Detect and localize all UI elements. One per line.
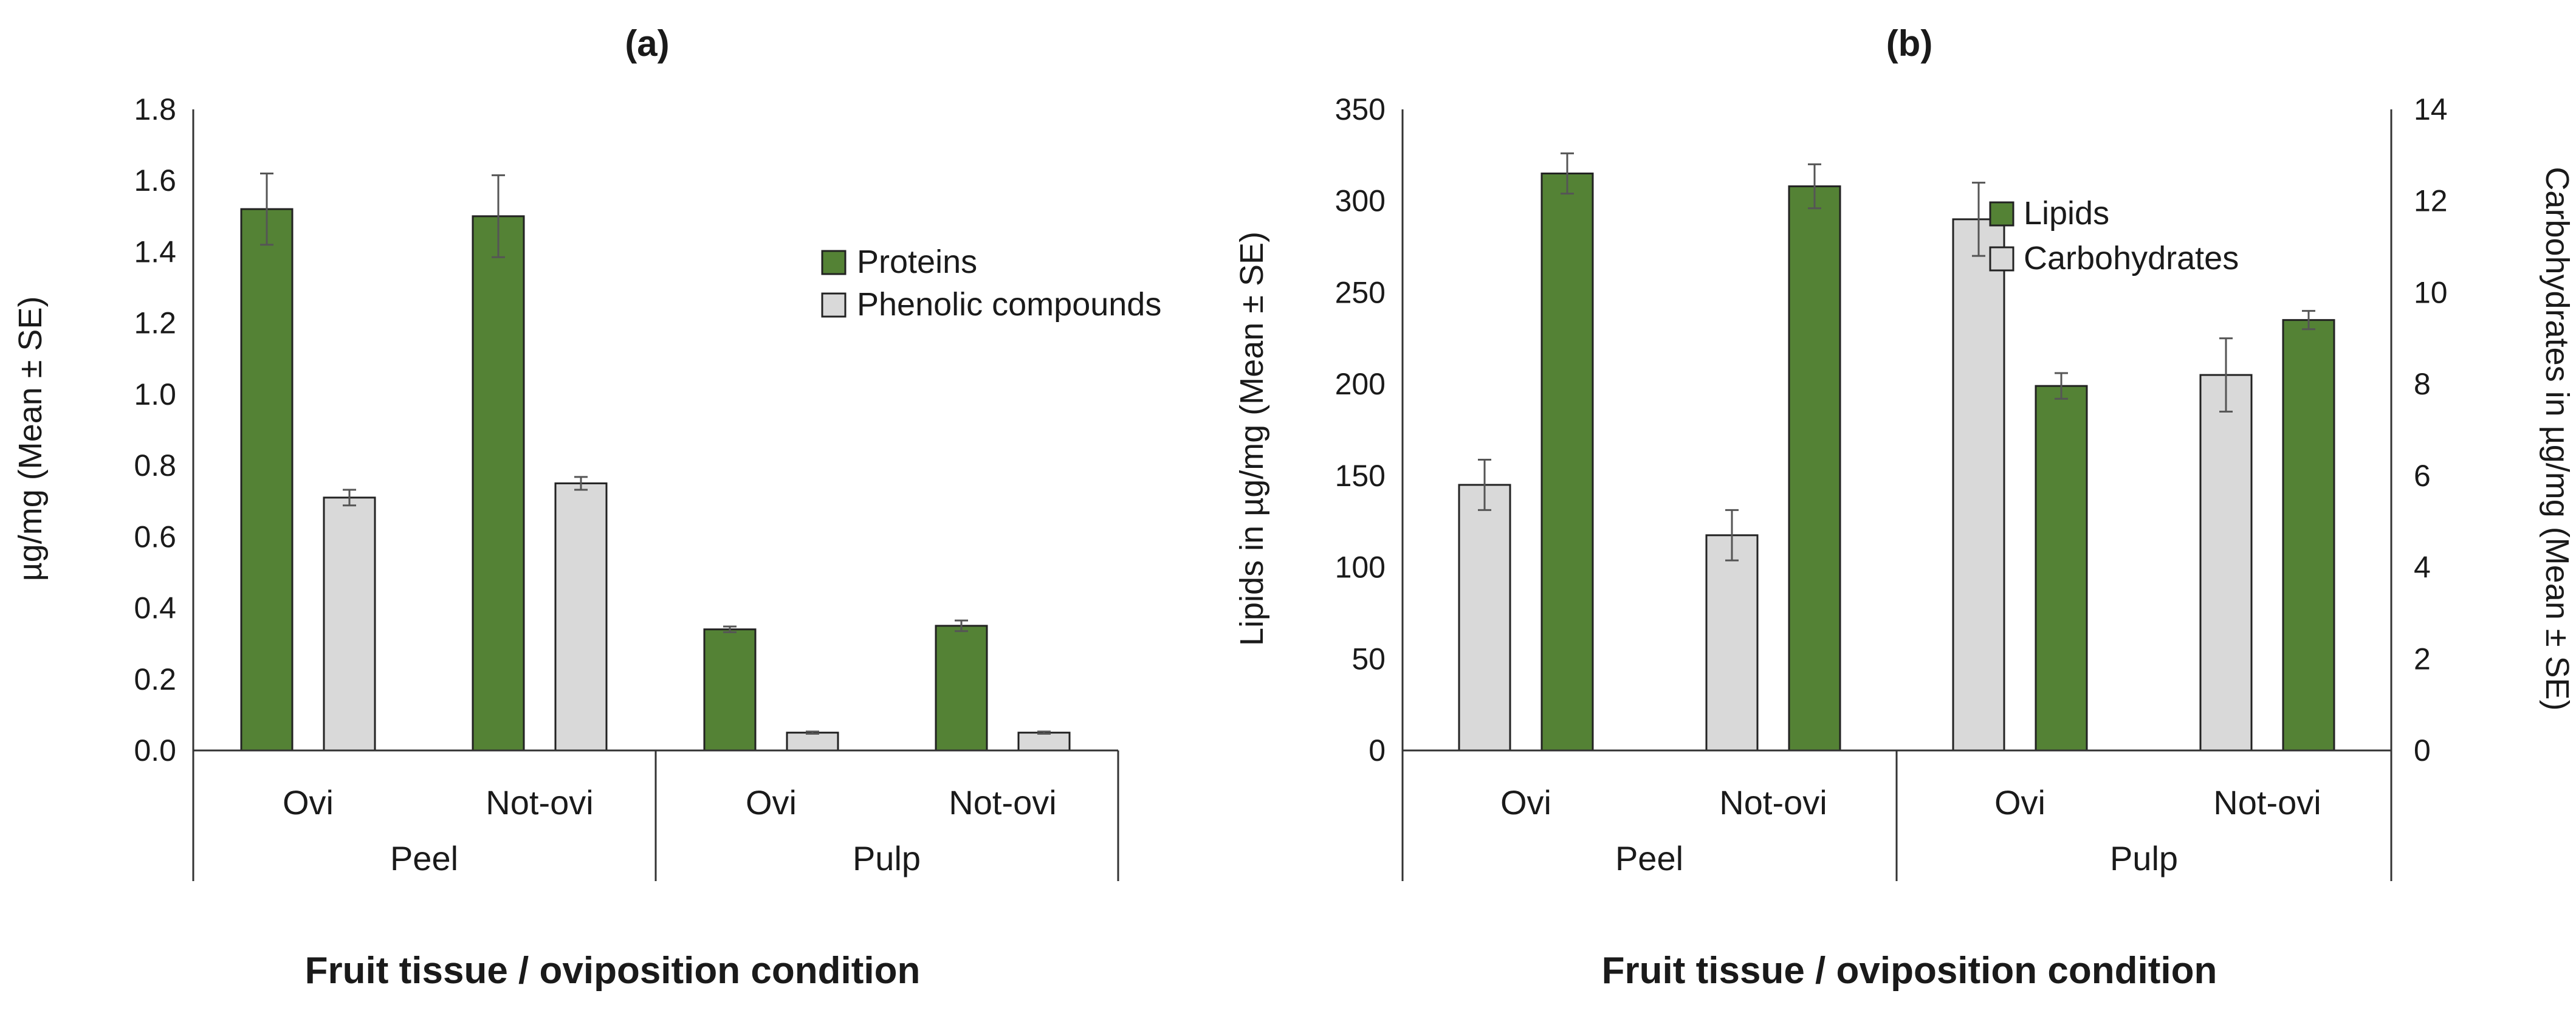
- panel-b-y-axis-title: Lipids in µg/mg (Mean ± SE): [1234, 232, 1270, 646]
- panel-a-y-tick-4: 0.8: [134, 448, 176, 482]
- panel-b-y-tick-labels: 0 50 100 150 200 250 300 350: [1335, 92, 1386, 767]
- panel-b-category-3: Ovi: [1994, 783, 2045, 822]
- panel-b-bar-lipids-3-error-bar: [2055, 372, 2068, 400]
- panel-a-y-tick-6: 1.2: [134, 306, 176, 340]
- panel-b-legend: Lipids Carbohydrates: [1989, 195, 2239, 276]
- panel-a-bar-proteins-1: [240, 208, 294, 752]
- panel-a-bar-proteins-3: [703, 628, 757, 752]
- panel-b-y2-tick-5: 10: [2414, 275, 2448, 309]
- panel-a-y-tick-3: 0.6: [134, 520, 176, 554]
- panel-b-y2-tick-7: 14: [2414, 92, 2448, 126]
- panel-b-bar-carbohydrates-3-error-bar: [1972, 182, 1985, 257]
- panel-b-x-axis-title: Fruit tissue / oviposition condition: [1602, 950, 2217, 992]
- panel-b: (b) Lipids in µg/mg (Mean ± SE) Carbohyd…: [1234, 23, 2575, 992]
- panel-a-title: (a): [625, 23, 669, 64]
- panel-b-y-tick-4: 200: [1335, 367, 1386, 401]
- panel-a-bar-phenolic-4: [1017, 732, 1071, 752]
- panel-b-category-2: Not-ovi: [1719, 783, 1827, 822]
- panel-a-category-2: Not-ovi: [486, 783, 593, 822]
- panel-b-y-tick-0: 0: [1369, 733, 1386, 767]
- panel-b-y2-tick-labels: 0 2 4 6 8 10 12 14: [2414, 92, 2448, 767]
- panel-a-bar-proteins-4: [935, 625, 988, 752]
- panel-a-y-tick-labels: 0.0 0.2 0.4 0.6 0.8 1.0 1.2 1.4 1.6 1.8: [134, 92, 176, 767]
- panel-a-bar-proteins-3-error-bar: [723, 625, 737, 633]
- panel-b-y2-tick-4: 8: [2414, 367, 2431, 401]
- panel-b-group-peel: Peel: [1615, 839, 1683, 877]
- panel-a-bar-proteins-2: [472, 215, 525, 752]
- panel-a-bar-proteins-2-error-bar: [492, 174, 505, 258]
- panel-a-legend-label-phenolic: Phenolic compounds: [857, 286, 1161, 323]
- panel-a-category-4: Not-ovi: [949, 783, 1056, 822]
- panel-a-legend-label-proteins: Proteins: [857, 244, 977, 280]
- panel-a-bar-proteins-4-error-bar: [955, 619, 968, 633]
- panel-a-x-axis-title: Fruit tissue / oviposition condition: [305, 950, 921, 992]
- panel-b-bar-lipids-1: [1540, 173, 1594, 752]
- panel-b-bar-carbohydrates-3: [1952, 218, 2005, 752]
- panel-b-y-tick-1: 50: [1352, 642, 1386, 676]
- panel-b-bar-lipids-2: [1788, 185, 1841, 752]
- panel-b-y-tick-3: 150: [1335, 459, 1386, 493]
- panel-a-legend: Proteins Phenolic compounds: [821, 244, 1161, 323]
- panel-b-legend-label-lipids: Lipids: [2024, 195, 2109, 232]
- panel-b-y2-tick-0: 0: [2414, 733, 2431, 767]
- panel-b-y2-tick-1: 2: [2414, 642, 2431, 676]
- panel-b-legend-swatch-lipids: [1989, 201, 2014, 227]
- panel-b-y2-tick-6: 12: [2414, 184, 2448, 218]
- panel-a-bar-phenolic-4-error-bar: [1037, 730, 1051, 735]
- panel-b-legend-swatch-carbohydrates: [1989, 246, 2014, 272]
- panel-a-category-1: Ovi: [283, 783, 334, 822]
- panel-a-y-tick-1: 0.2: [134, 662, 176, 696]
- panel-b-bar-lipids-2-error-bar: [1808, 163, 1821, 210]
- panel-a-y-axis-title: µg/mg (Mean ± SE): [12, 297, 49, 582]
- panel-b-title: (b): [1886, 23, 1933, 64]
- panel-b-bar-carbohydrates-4-error-bar: [2219, 337, 2233, 413]
- panel-b-axes: [1401, 109, 2392, 881]
- panel-a-group-pulp: Pulp: [853, 839, 921, 877]
- panel-b-bar-carbohydrates-2: [1705, 534, 1759, 752]
- panel-b-bar-lipids-4-error-bar: [2302, 310, 2315, 331]
- panel-b-category-1: Ovi: [1500, 783, 1551, 822]
- panel-b-bar-carbohydrates-1: [1458, 484, 1511, 752]
- panel-a-bar-proteins-1-error-bar: [260, 173, 273, 246]
- panel-a-bar-phenolic-2-error-bar: [574, 476, 588, 491]
- panel-b-legend-label-carbohydrates: Carbohydrates: [2024, 240, 2239, 276]
- panel-a-y-tick-5: 1.0: [134, 377, 176, 411]
- panel-b-y-tick-2: 100: [1335, 551, 1386, 585]
- panel-b-y-tick-5: 250: [1335, 275, 1386, 309]
- panel-a: (a) µg/mg (Mean ± SE) 0.0 0.2 0.4 0.6 0.8 1.0…: [12, 23, 1161, 992]
- panel-b-bar-lipids-3: [2035, 385, 2088, 752]
- panel-a-group-peel: Peel: [390, 839, 458, 877]
- panel-b-bar-carbohydrates-4: [2199, 374, 2253, 752]
- panel-a-y-tick-0: 0.0: [134, 733, 176, 767]
- panel-a-bar-phenolic-1-error-bar: [343, 489, 356, 507]
- panel-a-axes: [192, 109, 1119, 881]
- panel-b-bar-carbohydrates-1-error-bar: [1478, 458, 1491, 511]
- panel-b-y2-tick-3: 6: [2414, 459, 2431, 493]
- panel-a-y-tick-2: 0.4: [134, 591, 176, 625]
- panel-b-y2-axis-title: Carbohydrates in µg/mg (Mean ± SE): [2539, 166, 2575, 710]
- panel-a-bar-phenolic-3: [786, 732, 839, 752]
- panel-b-bar-carbohydrates-2-error-bar: [1725, 509, 1739, 561]
- panel-a-y-tick-9: 1.8: [134, 92, 176, 126]
- panel-a-bars: [240, 173, 1071, 752]
- panel-b-y-tick-6: 300: [1335, 184, 1386, 218]
- panel-b-group-pulp: Pulp: [2110, 839, 2178, 877]
- panel-a-y-tick-8: 1.6: [134, 163, 176, 197]
- panel-a-bar-phenolic-3-error-bar: [806, 730, 819, 735]
- panel-b-bar-lipids-1-error-bar: [1561, 152, 1574, 195]
- panel-a-bar-phenolic-1: [323, 496, 376, 752]
- panel-a-legend-swatch-proteins: [821, 250, 847, 275]
- panel-b-bar-lipids-4: [2282, 319, 2335, 752]
- panel-a-bar-phenolic-2: [554, 482, 608, 752]
- panel-a-y-tick-7: 1.4: [134, 235, 176, 269]
- panel-b-category-4: Not-ovi: [2213, 783, 2321, 822]
- panel-b-y-tick-7: 350: [1335, 92, 1386, 126]
- panel-a-category-3: Ovi: [746, 783, 797, 822]
- panel-b-y2-tick-2: 4: [2414, 551, 2431, 585]
- panel-a-legend-swatch-phenolic: [821, 292, 847, 318]
